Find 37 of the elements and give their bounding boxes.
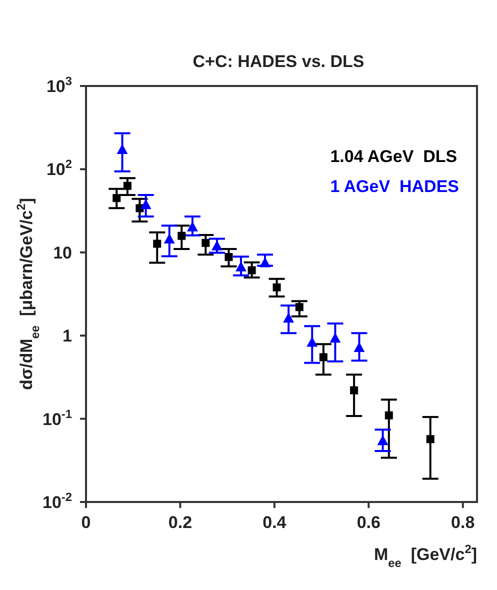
point xyxy=(283,312,294,323)
point xyxy=(224,253,233,262)
point xyxy=(295,303,304,312)
x-tick-label: 0.2 xyxy=(168,513,192,532)
point xyxy=(384,411,393,420)
y-tick-label: 10$^{-1}$ xyxy=(42,406,72,429)
y-tick-label: 10 xyxy=(53,243,72,262)
y-tick-label: 10$^{3}$ xyxy=(46,74,72,96)
point xyxy=(178,232,186,240)
point xyxy=(211,240,222,250)
point xyxy=(140,199,152,210)
text: 1.04 AGeV DLS xyxy=(330,146,458,168)
point xyxy=(116,144,128,154)
point xyxy=(202,238,210,247)
x-tick-label: 0.4 xyxy=(262,513,287,532)
point xyxy=(123,182,132,190)
point xyxy=(186,221,198,232)
point xyxy=(306,336,318,347)
point xyxy=(319,353,328,362)
point xyxy=(377,435,388,446)
point xyxy=(350,386,358,394)
y-tick-label: 10$^{-2}$ xyxy=(42,490,72,512)
x-tick-label: 0.8 xyxy=(451,513,475,532)
text: 1 AGeV HADES xyxy=(330,176,459,198)
point xyxy=(153,240,162,248)
x-axis-title: M$_{ee}$ [GeV/c$^{2}$] xyxy=(374,542,477,570)
chart-title: C+C: HADES vs. DLS xyxy=(192,52,366,72)
point xyxy=(164,233,175,244)
point xyxy=(426,435,434,444)
point xyxy=(248,266,256,274)
y-tick-label: 1 xyxy=(62,326,72,346)
point xyxy=(112,194,121,202)
x-tick-label: 0.6 xyxy=(356,513,380,532)
point xyxy=(272,283,281,292)
point xyxy=(330,332,341,343)
x-tick-label: 0 xyxy=(81,513,91,532)
y-tick-label: 10$^{2}$ xyxy=(46,157,72,180)
